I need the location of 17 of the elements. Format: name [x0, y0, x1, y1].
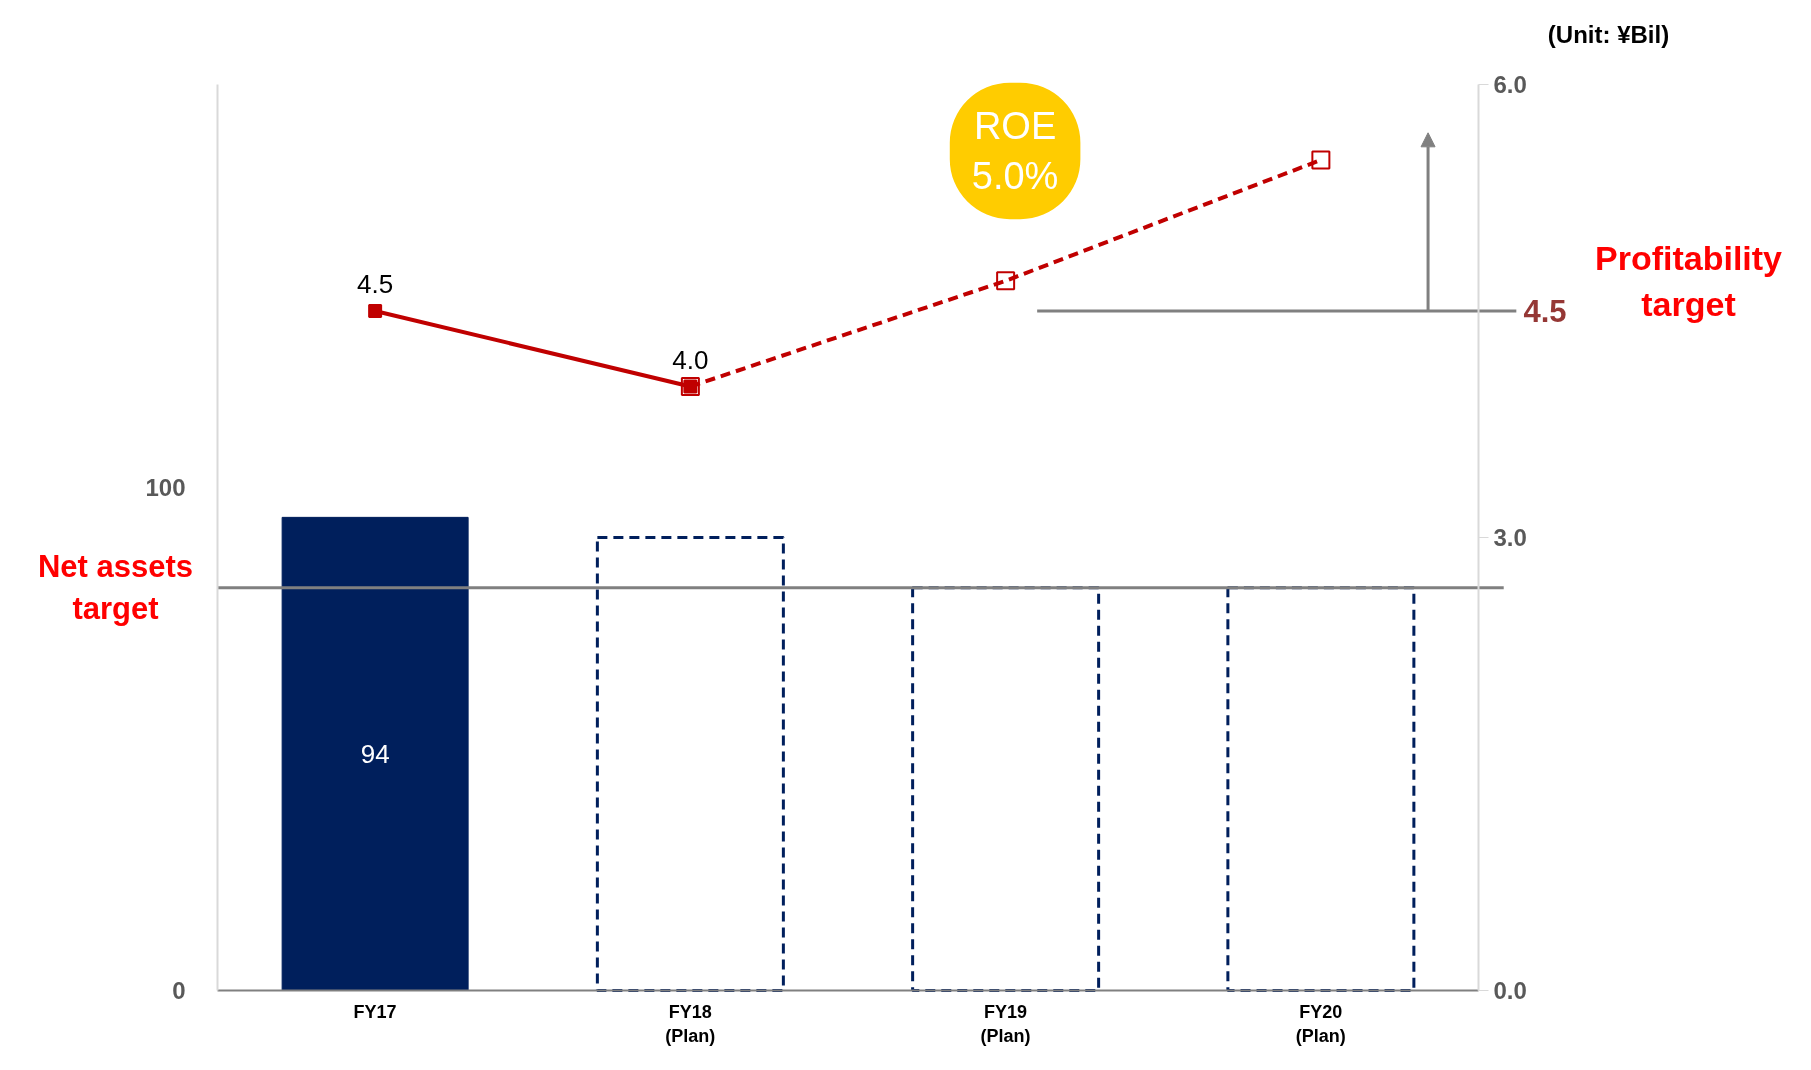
x-tick-label: FY17 — [353, 1001, 397, 1022]
y-tick-label: 100 — [145, 473, 186, 501]
y-tick-label: 0 — [172, 977, 186, 1004]
ref-line-label: 4.5 — [1523, 294, 1567, 329]
x-tick-label: FY18 (Plan) — [665, 1001, 716, 1046]
data-label: 4.5 — [357, 269, 394, 299]
data-label: 94 — [360, 738, 390, 769]
x-tick-label: FY20 (Plan) — [1295, 1001, 1346, 1046]
ref-line-label: Net assets target — [37, 549, 194, 627]
y2-tick-label: 3.0 — [1493, 524, 1527, 551]
y2-tick-label: 0.0 — [1493, 977, 1527, 1004]
data-label: 4.0 — [672, 344, 709, 375]
x-tick-label: FY19 (Plan) — [980, 1001, 1031, 1046]
text: Profitability target — [1594, 239, 1783, 323]
annotation: ROE 5.0% — [971, 104, 1059, 198]
text: (Unit: ¥Bil) — [1547, 21, 1670, 48]
y2-tick-label: 6.0 — [1493, 71, 1527, 98]
